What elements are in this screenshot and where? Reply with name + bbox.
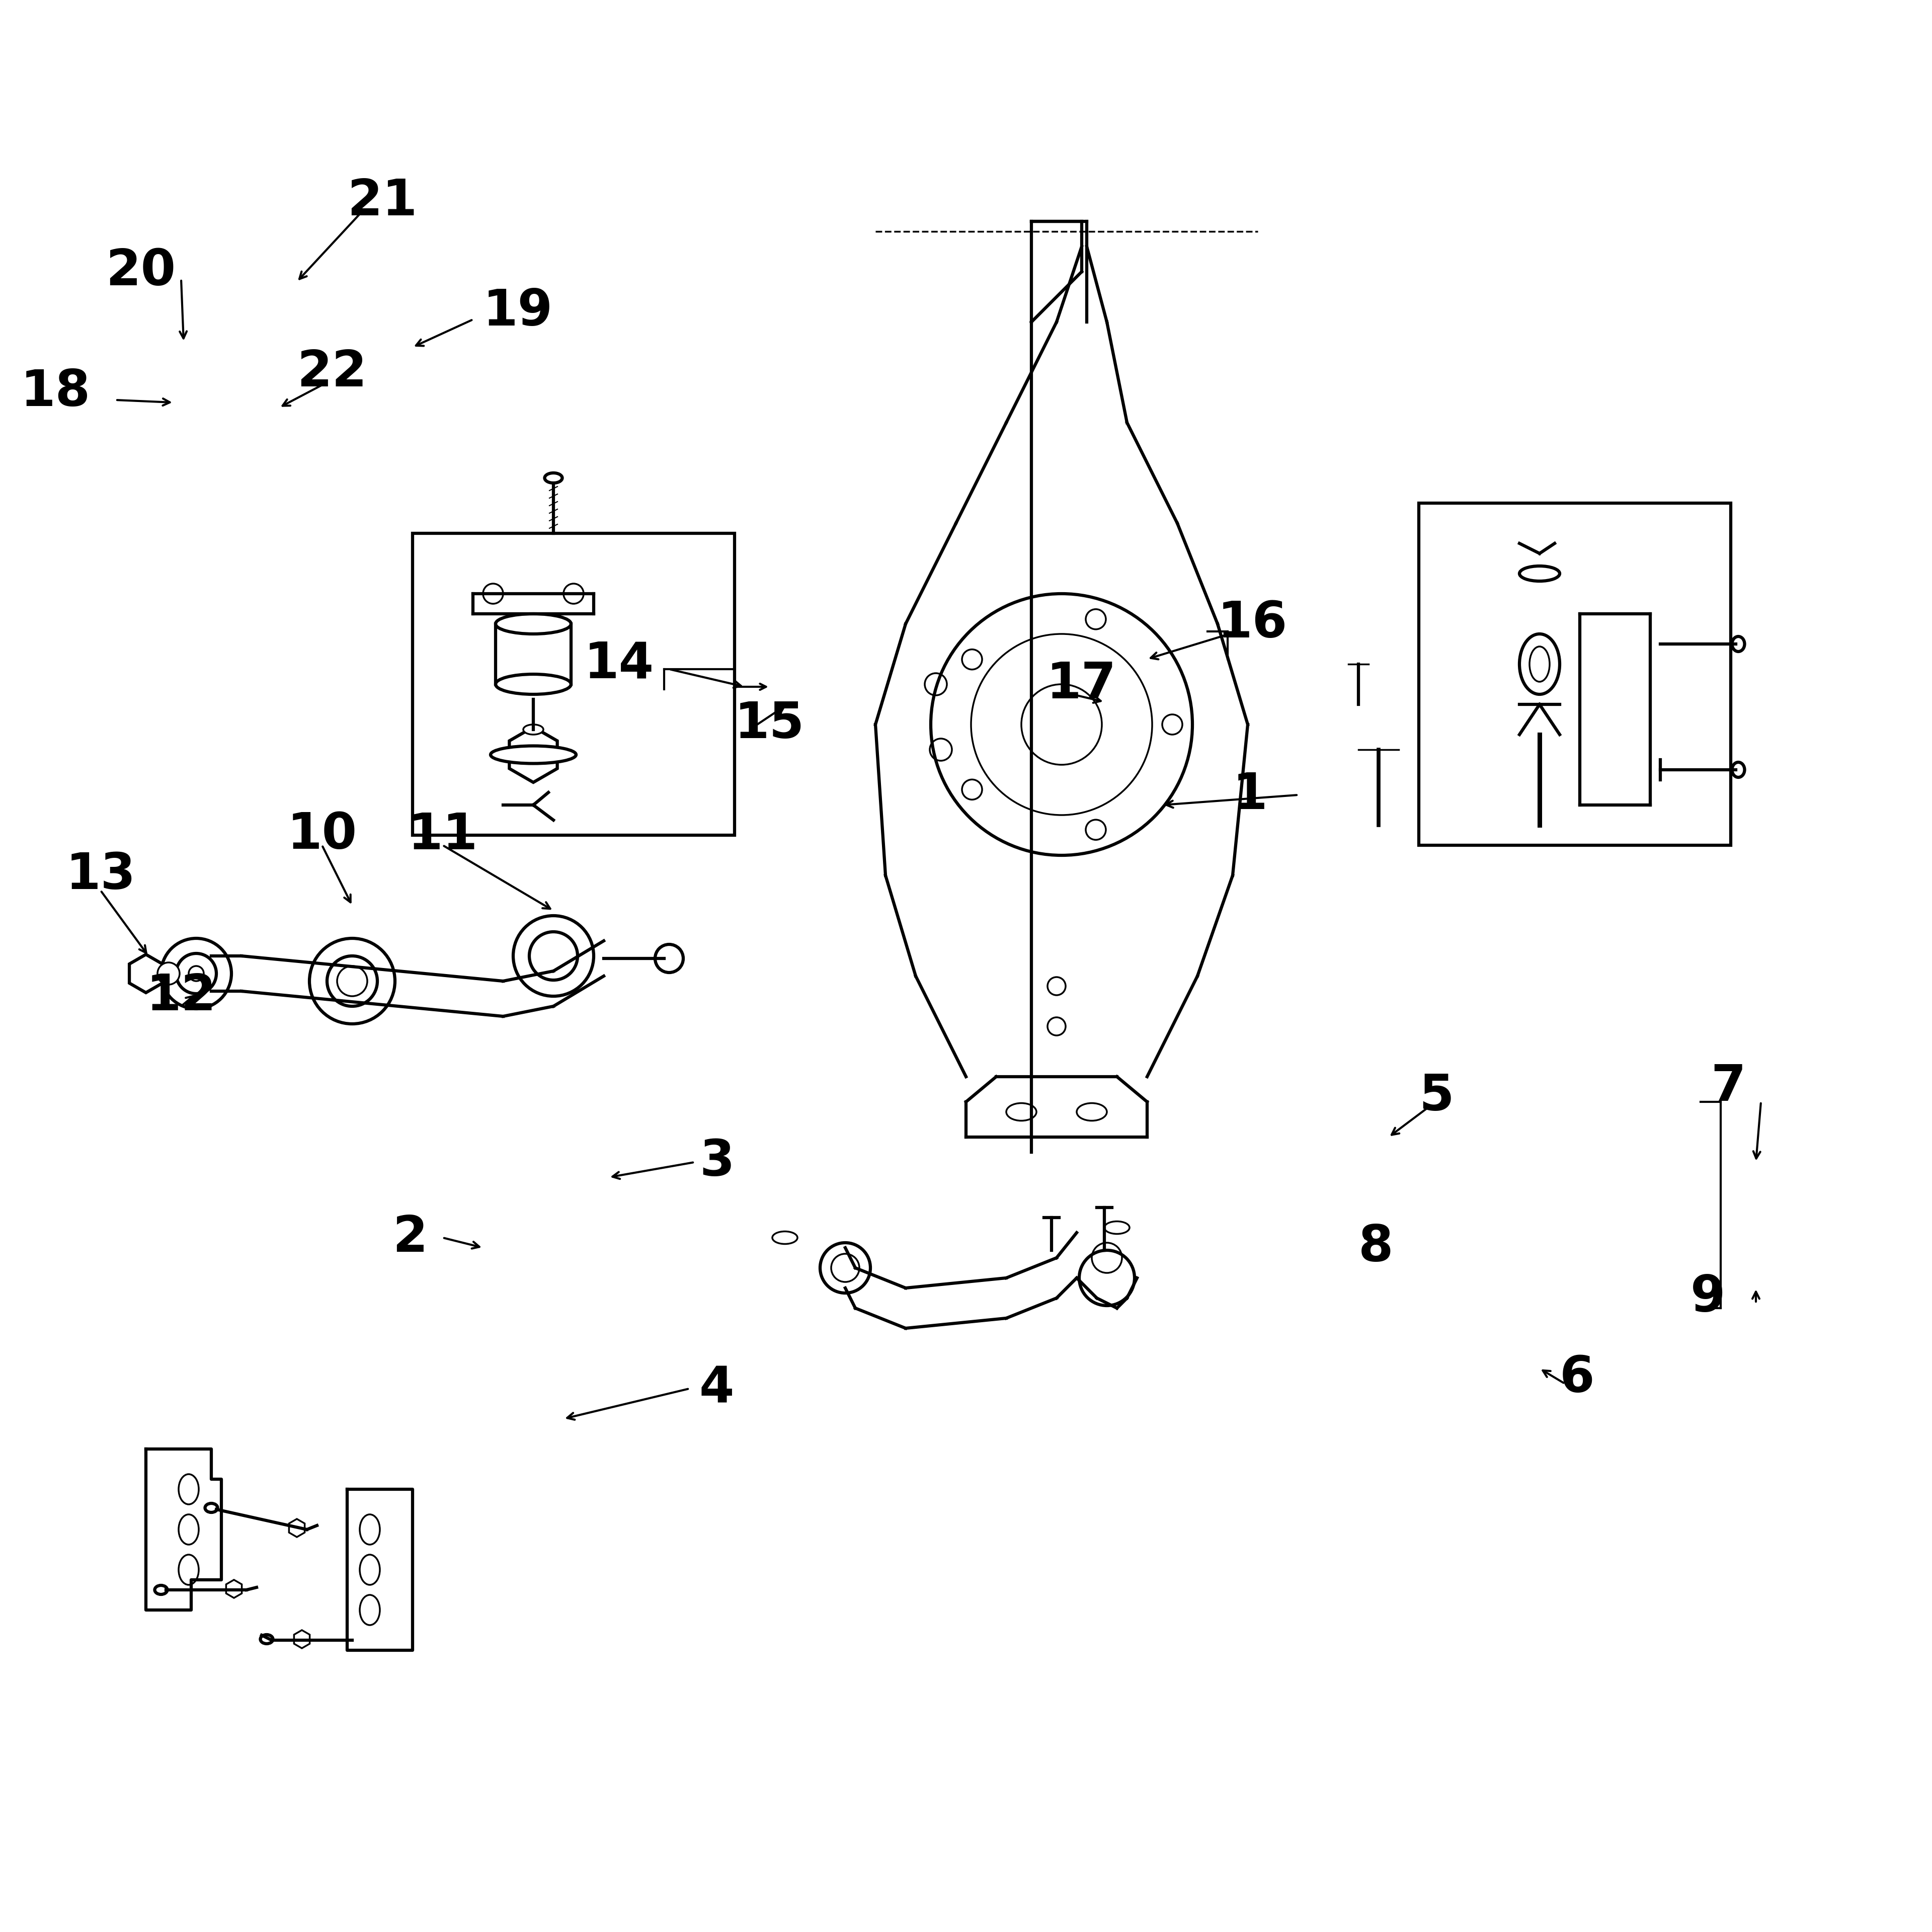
Ellipse shape	[497, 614, 572, 634]
Ellipse shape	[1731, 763, 1745, 777]
Text: 1: 1	[1233, 771, 1267, 819]
Bar	[1418, 502, 1731, 846]
Text: 2: 2	[392, 1213, 427, 1262]
Text: 20: 20	[106, 247, 176, 296]
Ellipse shape	[1731, 636, 1745, 651]
Bar	[413, 533, 734, 835]
Ellipse shape	[205, 1503, 218, 1513]
Ellipse shape	[1519, 566, 1559, 582]
Circle shape	[483, 583, 502, 603]
Circle shape	[564, 583, 583, 603]
Circle shape	[158, 962, 180, 985]
Text: 15: 15	[734, 699, 804, 750]
Ellipse shape	[491, 746, 576, 763]
Text: 22: 22	[298, 348, 367, 396]
Text: 12: 12	[147, 972, 216, 1020]
Ellipse shape	[261, 1634, 272, 1644]
Text: 14: 14	[583, 639, 655, 688]
Ellipse shape	[497, 674, 572, 694]
Text: 3: 3	[699, 1138, 734, 1186]
Text: 21: 21	[348, 178, 417, 226]
Text: 7: 7	[1710, 1063, 1747, 1111]
Text: 6: 6	[1559, 1354, 1594, 1403]
Ellipse shape	[1519, 634, 1559, 694]
Text: 16: 16	[1217, 599, 1287, 649]
Ellipse shape	[524, 725, 543, 734]
Circle shape	[655, 945, 684, 972]
Text: 5: 5	[1418, 1072, 1455, 1121]
Text: 11: 11	[408, 811, 477, 860]
Text: 13: 13	[66, 850, 135, 900]
Ellipse shape	[545, 473, 562, 483]
Text: 17: 17	[1047, 661, 1117, 709]
Text: 9: 9	[1691, 1273, 1725, 1323]
Text: 8: 8	[1358, 1223, 1393, 1271]
Text: 10: 10	[288, 811, 357, 860]
Text: 4: 4	[699, 1364, 734, 1412]
Text: 19: 19	[483, 288, 553, 336]
Ellipse shape	[155, 1586, 168, 1594]
Text: 18: 18	[21, 367, 91, 417]
